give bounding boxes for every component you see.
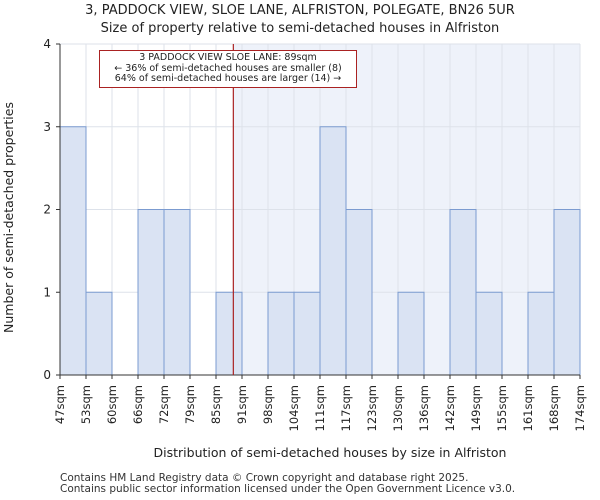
histogram-bar	[397, 291, 425, 376]
histogram-bar	[163, 209, 191, 376]
x-tick-label: 161sqm	[521, 385, 535, 431]
x-tick-label: 53sqm	[79, 385, 93, 424]
chart-title: 3, PADDOCK VIEW, SLOE LANE, ALFRISTON, P…	[85, 3, 515, 18]
annotation-line-2: ← 36% of semi-detached houses are smalle…	[114, 62, 342, 74]
y-tick-label: 2	[43, 203, 51, 217]
histogram-bar	[137, 209, 165, 376]
x-tick-label: 85sqm	[209, 385, 223, 424]
footer-line-2: Contains public sector information licen…	[60, 483, 516, 495]
x-tick-label: 79sqm	[183, 385, 197, 424]
x-tick-label: 47sqm	[53, 385, 67, 424]
x-tick-label: 168sqm	[547, 385, 561, 431]
x-tick-label: 117sqm	[339, 385, 353, 431]
x-tick-label: 104sqm	[287, 385, 301, 431]
x-tick-label: 123sqm	[365, 385, 379, 431]
y-tick-label: 0	[43, 368, 51, 382]
x-tick-label: 66sqm	[131, 385, 145, 424]
chart-title-block: 3, PADDOCK VIEW, SLOE LANE, ALFRISTON, P…	[0, 2, 600, 38]
footer-line-1: Contains HM Land Registry data © Crown c…	[60, 472, 469, 484]
x-tick-label: 98sqm	[261, 385, 275, 424]
y-tick-label: 4	[43, 37, 51, 51]
x-tick-label: 142sqm	[443, 385, 457, 431]
y-tick-label: 1	[43, 285, 51, 299]
annotation-line-3: 64% of semi-detached houses are larger (…	[114, 73, 342, 84]
x-tick-label: 136sqm	[417, 385, 431, 431]
x-tick-label: 155sqm	[495, 385, 509, 431]
annotation-line-1: 3 PADDOCK VIEW SLOE LANE: 89sqm	[139, 52, 317, 63]
histogram-bar	[59, 126, 87, 376]
x-tick-label: 130sqm	[391, 385, 405, 431]
x-tick-label: 60sqm	[105, 385, 119, 424]
histogram-bar	[215, 291, 243, 376]
x-tick-label: 111sqm	[313, 385, 327, 431]
chart-subtitle: Size of property relative to semi-detach…	[100, 21, 500, 36]
histogram-bar	[449, 209, 477, 376]
y-tick-label: 3	[43, 120, 51, 134]
histogram-bar	[267, 291, 295, 376]
x-tick-label: 91sqm	[235, 385, 249, 424]
footer-attribution: Contains HM Land Registry data © Crown c…	[60, 473, 515, 495]
histogram-chart: 0 1 2 3 4 47sqm 53sqm 60sqm 66sqm 72sqm 79sqm 85sqm…	[1, 37, 587, 460]
x-tick-label: 72sqm	[157, 385, 171, 424]
histogram-bar	[319, 126, 347, 376]
x-tick-label: 174sqm	[573, 385, 587, 431]
histogram-bar	[475, 291, 503, 376]
x-axis-label: Distribution of semi-detached houses by …	[154, 445, 507, 460]
histogram-bar	[293, 291, 321, 376]
histogram-bar	[85, 291, 113, 376]
x-tick-label: 149sqm	[469, 385, 483, 431]
property-annotation-box: 3 PADDOCK VIEW SLOE LANE: 89sqm ← 36% of…	[99, 50, 357, 88]
histogram-bar	[553, 209, 581, 376]
y-axis-label: Number of semi-detached properties	[1, 102, 16, 333]
histogram-bar	[527, 291, 555, 376]
histogram-bar	[345, 209, 373, 376]
